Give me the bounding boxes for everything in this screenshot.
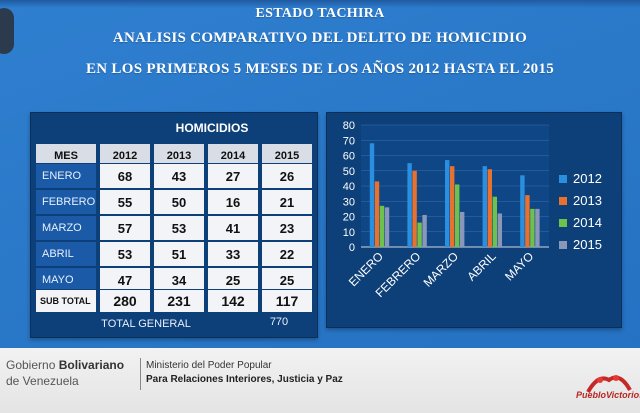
footer-divider: [140, 358, 141, 390]
y-tick-label: 50: [343, 166, 355, 178]
subtotal-row: SUB TOTAL 280 231 142 117: [35, 289, 315, 313]
bar-2014: [530, 208, 535, 247]
bar-2014: [455, 184, 460, 247]
table-cell: 43: [153, 163, 205, 189]
table-title: HOMICIDIOS: [175, 121, 249, 135]
table-cell: 55: [99, 189, 151, 215]
bar-2013: [487, 169, 492, 247]
table-cell: 33: [207, 241, 259, 267]
legend-label: 2014: [573, 215, 602, 230]
y-tick-label: 10: [343, 227, 355, 239]
table-cell: 41: [207, 215, 259, 241]
x-category-label: ABRIL: [464, 249, 499, 284]
y-tick-label: 70: [343, 135, 355, 147]
ministry-line1: Ministerio del Poder Popular: [146, 360, 272, 371]
bar-2014: [379, 205, 385, 247]
gov-name-line1: Gobierno Bolivariano: [6, 358, 124, 372]
y-tick-label: 20: [343, 212, 355, 224]
bar-2015: [497, 213, 502, 247]
y-tick-label: 30: [343, 196, 355, 208]
legend-swatch: [559, 197, 567, 205]
table-cell: 26: [261, 163, 313, 189]
bar-2013: [374, 181, 380, 247]
legend-label: 2015: [573, 237, 602, 252]
title-period: EN LOS PRIMEROS 5 MESES DE LOS AÑOS 2012…: [85, 61, 555, 77]
footer-banner: Gobierno Bolivariano de Venezuela Minist…: [0, 348, 640, 413]
table-row: ABRIL 53 51 33 22: [35, 241, 315, 267]
table-cell: 27: [207, 163, 259, 189]
y-tick-label: 80: [343, 120, 355, 132]
legend-swatch: [559, 219, 567, 227]
finger-occlusion: [0, 8, 14, 54]
bar-2015: [384, 207, 390, 247]
table-cell: 16: [207, 189, 259, 215]
title-analysis: ANALISIS COMPARATIVO DEL DELITO DE HOMIC…: [112, 30, 528, 46]
row-label: FEBRERO: [35, 189, 97, 215]
total-general-value: 770: [269, 316, 289, 328]
title-state: ESTADO TACHIRA: [255, 6, 385, 21]
logo-text: PuebloVictorioso: [576, 390, 640, 400]
y-tick-label: 0: [349, 242, 355, 254]
subtotal-label: SUB TOTAL: [35, 289, 97, 313]
top-shadow: [0, 0, 640, 8]
bar-2015: [535, 208, 540, 247]
total-general-label: TOTAL GENERAL: [101, 318, 191, 330]
legend-label: 2013: [573, 193, 602, 208]
x-category-label: MAYO: [502, 249, 536, 283]
row-label: MAYO: [35, 267, 97, 293]
table-cell: 22: [261, 241, 313, 267]
y-tick-label: 40: [343, 181, 355, 193]
bar-2013: [525, 195, 530, 247]
gov-bold: Bolivariano: [58, 358, 125, 372]
subtotal-cell: 117: [261, 289, 313, 313]
table-cell: 23: [261, 215, 313, 241]
row-label: ENERO: [35, 163, 97, 189]
bar-2013: [450, 166, 455, 247]
homicide-table: HOMICIDIOS MES 2012 2013 2014 2015 ENERO…: [30, 112, 318, 338]
table-cell: 50: [153, 189, 205, 215]
table-cell: 34: [153, 267, 205, 293]
bar-2012: [445, 160, 450, 247]
pueblo-victorioso-logo-icon: [586, 375, 632, 394]
bar-2013: [412, 170, 417, 247]
bar-2012: [520, 175, 525, 247]
bar-2014: [492, 196, 497, 247]
bar-2012: [407, 163, 412, 247]
bar-2012: [482, 166, 487, 247]
bar-chart-panel: 0 10 20 30 40 50 60 70 80 ENERO FEBRERO MARZO ABRIL M…: [326, 112, 622, 328]
subtotal-cell: 280: [99, 289, 151, 313]
table-cell: 53: [153, 215, 205, 241]
table-cell: 53: [99, 241, 151, 267]
gov-prefix: Gobierno: [6, 358, 59, 372]
table-row: ENERO 68 43 27 26: [35, 163, 315, 189]
table-cell: 68: [99, 163, 151, 189]
table-row: FEBRERO 55 50 16 21: [35, 189, 315, 215]
table-cell: 57: [99, 215, 151, 241]
bar-2014: [417, 222, 422, 247]
row-label: MARZO: [35, 215, 97, 241]
ministry-line2: Para Relaciones Interiores, Justicia y P…: [146, 374, 343, 385]
table-cell: 51: [153, 241, 205, 267]
row-label: ABRIL: [35, 241, 97, 267]
table-cell: 21: [261, 189, 313, 215]
bar-2012: [369, 143, 375, 247]
legend-label: 2012: [573, 171, 602, 186]
legend-swatch: [559, 241, 567, 249]
table-cell: 47: [99, 267, 151, 293]
subtotal-cell: 231: [153, 289, 205, 313]
bar-2015: [460, 211, 465, 247]
x-category-label: MARZO: [421, 249, 462, 290]
bar-2015: [422, 214, 427, 247]
gov-name-line2: de Venezuela: [6, 374, 79, 388]
y-tick-label: 60: [343, 151, 355, 163]
legend-swatch: [559, 175, 567, 183]
table-row: MARZO 57 53 41 23: [35, 215, 315, 241]
table-row: MAYO 47 34 25 25: [35, 267, 315, 293]
subtotal-cell: 142: [207, 289, 259, 313]
